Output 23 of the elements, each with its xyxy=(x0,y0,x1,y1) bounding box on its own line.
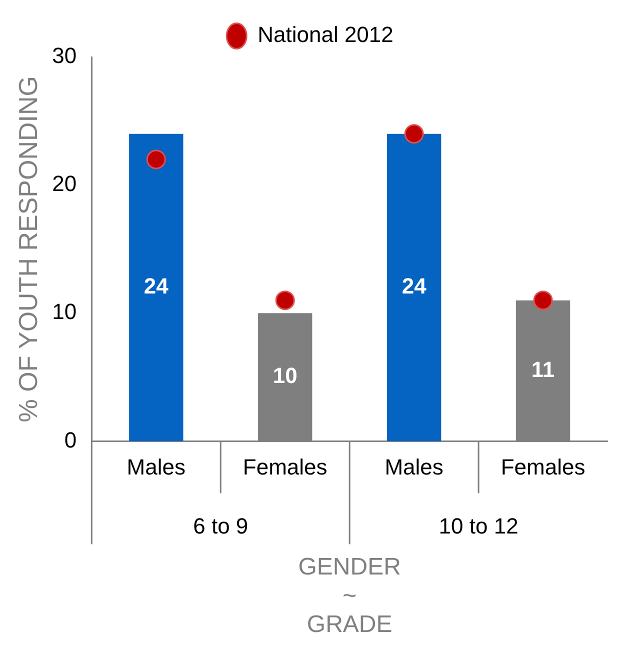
x-tick-label: Males xyxy=(126,454,186,480)
point xyxy=(404,124,424,144)
x-tick-label: Females xyxy=(242,454,328,480)
y-tick-label: 20 xyxy=(52,171,77,196)
data-label: 24 xyxy=(402,274,428,299)
data-label: 24 xyxy=(144,274,170,299)
point xyxy=(275,290,295,310)
x-tick-label: Males xyxy=(384,454,444,480)
point xyxy=(533,290,553,310)
y-tick-label: 30 xyxy=(52,43,77,68)
y-tick-label: 10 xyxy=(52,299,77,324)
bar xyxy=(386,134,442,442)
x-tick-label: Females xyxy=(500,454,586,480)
point xyxy=(146,150,166,170)
x-axis-title: GENDER ~ GRADE xyxy=(298,554,401,638)
y-tick-label: 0 xyxy=(64,427,77,452)
data-label: 10 xyxy=(272,363,298,388)
legend-label: National 2012 xyxy=(258,22,394,48)
bar xyxy=(129,134,184,442)
text: 6 to 9 xyxy=(193,513,248,538)
y-axis-title: % OF YOUTH RESPONDING xyxy=(12,76,43,422)
text: 10 to 12 xyxy=(438,513,518,538)
data-label: 11 xyxy=(531,356,555,382)
